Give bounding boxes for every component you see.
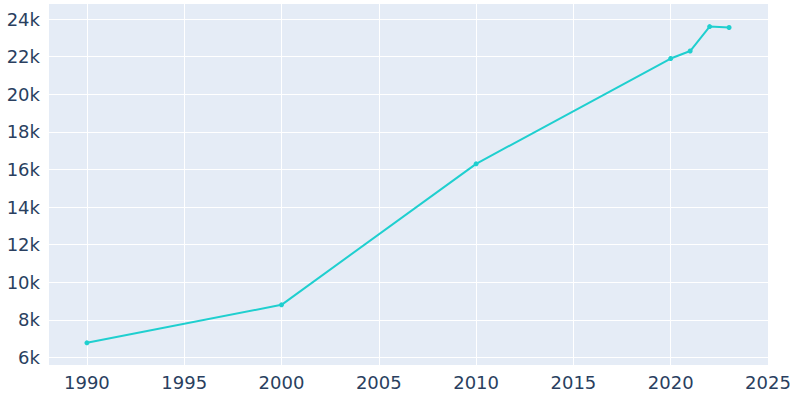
svg-text:2020: 2020 <box>648 372 694 393</box>
svg-text:8k: 8k <box>18 309 40 330</box>
svg-text:6k: 6k <box>18 347 40 368</box>
svg-text:2000: 2000 <box>259 372 305 393</box>
svg-text:1995: 1995 <box>161 372 207 393</box>
svg-text:12k: 12k <box>7 234 41 255</box>
svg-text:22k: 22k <box>7 46 41 67</box>
svg-text:2025: 2025 <box>745 372 791 393</box>
svg-text:18k: 18k <box>7 121 41 142</box>
svg-text:2010: 2010 <box>453 372 499 393</box>
svg-text:2005: 2005 <box>356 372 402 393</box>
svg-text:10k: 10k <box>7 272 41 293</box>
svg-text:16k: 16k <box>7 159 41 180</box>
svg-text:14k: 14k <box>7 197 41 218</box>
svg-text:2015: 2015 <box>550 372 596 393</box>
svg-text:20k: 20k <box>7 84 41 105</box>
svg-text:24k: 24k <box>7 9 41 30</box>
svg-text:1990: 1990 <box>64 372 110 393</box>
